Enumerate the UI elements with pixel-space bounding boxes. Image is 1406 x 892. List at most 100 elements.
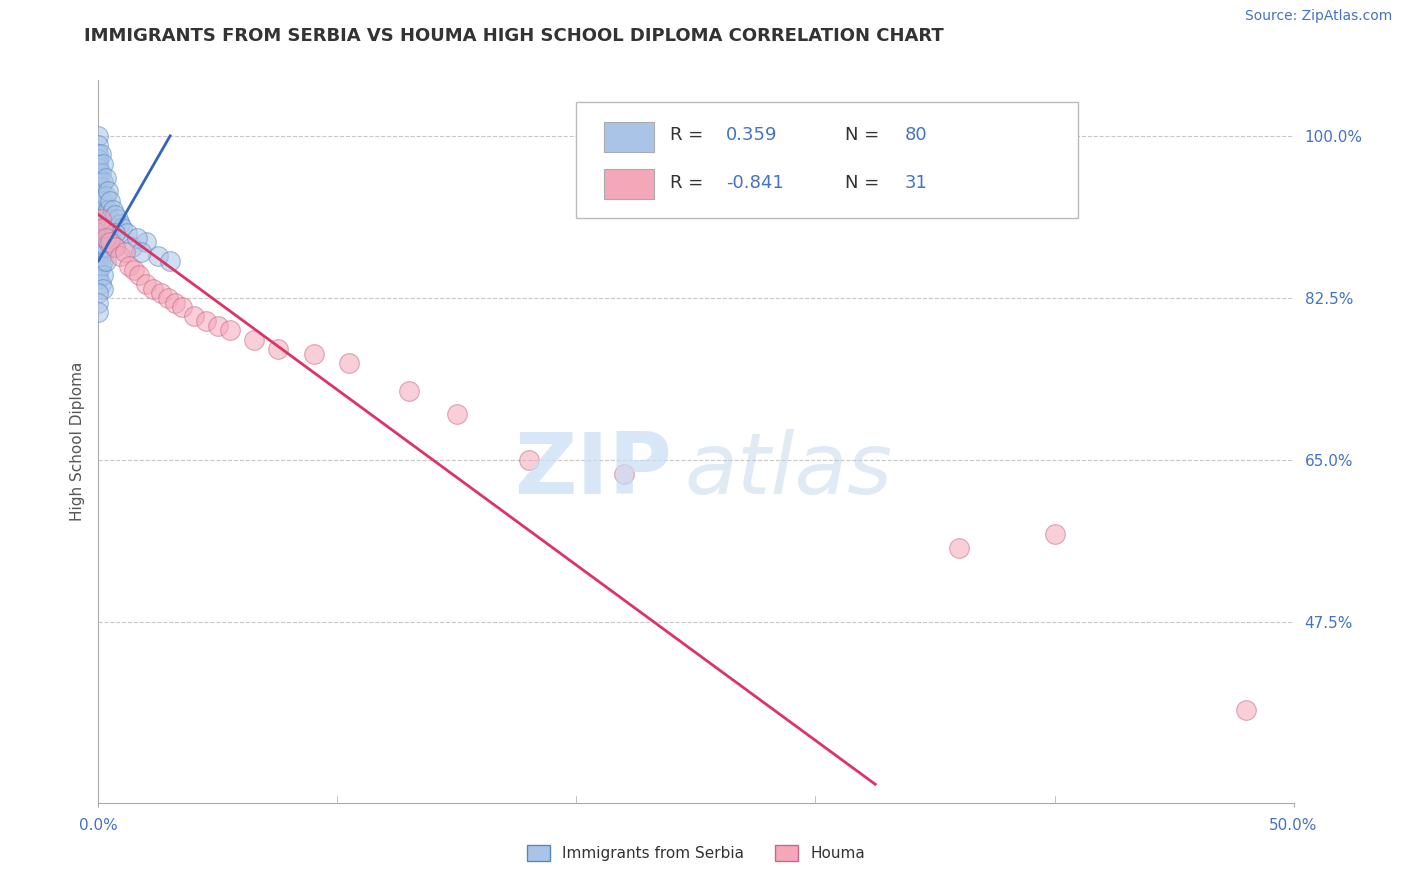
- Point: [94, 240, 117, 254]
- Point: [91, 282, 114, 296]
- Point: [135, 235, 157, 250]
- Point: [87, 231, 110, 245]
- Point: [87, 305, 110, 319]
- Point: [87, 166, 110, 180]
- Text: 31: 31: [905, 174, 928, 192]
- Point: [97, 185, 120, 199]
- Point: [948, 541, 970, 555]
- Point: [94, 221, 117, 235]
- Point: [107, 212, 129, 227]
- Point: [87, 212, 110, 227]
- Point: [87, 152, 110, 166]
- Point: [87, 147, 110, 161]
- Point: [91, 221, 114, 235]
- Point: [91, 175, 114, 189]
- Point: [108, 217, 131, 231]
- Point: [87, 185, 110, 199]
- Point: [90, 249, 112, 263]
- Point: [87, 156, 110, 170]
- Text: R =: R =: [669, 174, 709, 192]
- Point: [101, 221, 124, 235]
- Point: [87, 217, 110, 231]
- Text: -0.841: -0.841: [725, 174, 783, 192]
- Point: [90, 208, 112, 222]
- Point: [149, 286, 172, 301]
- Point: [94, 170, 117, 185]
- Legend: Immigrants from Serbia, Houma: Immigrants from Serbia, Houma: [522, 839, 870, 867]
- Point: [115, 226, 138, 240]
- Point: [87, 128, 110, 143]
- Point: [87, 198, 110, 212]
- Point: [87, 175, 110, 189]
- Text: ZIP: ZIP: [515, 429, 672, 512]
- Point: [104, 240, 127, 254]
- Point: [195, 314, 218, 328]
- Point: [94, 231, 117, 245]
- Text: IMMIGRANTS FROM SERBIA VS HOUMA HIGH SCHOOL DIPLOMA CORRELATION CHART: IMMIGRANTS FROM SERBIA VS HOUMA HIGH SCH…: [84, 27, 943, 45]
- Point: [87, 259, 110, 273]
- Point: [90, 179, 112, 194]
- Text: atlas: atlas: [685, 429, 891, 512]
- Point: [148, 249, 170, 263]
- Point: [91, 226, 114, 240]
- Point: [87, 240, 110, 254]
- Point: [91, 254, 114, 268]
- FancyBboxPatch shape: [576, 102, 1078, 218]
- Point: [87, 286, 110, 301]
- Point: [91, 212, 114, 227]
- Point: [87, 194, 110, 208]
- Point: [90, 277, 112, 291]
- Point: [90, 259, 112, 273]
- Point: [101, 202, 124, 217]
- Point: [87, 272, 110, 286]
- Point: [118, 259, 141, 273]
- Text: N =: N =: [845, 174, 886, 192]
- Point: [124, 263, 146, 277]
- Point: [398, 384, 420, 398]
- Point: [219, 323, 242, 337]
- Point: [142, 282, 165, 296]
- Point: [114, 244, 136, 259]
- Point: [125, 231, 148, 245]
- Point: [87, 138, 110, 153]
- Point: [87, 235, 110, 250]
- Point: [87, 263, 110, 277]
- Point: [104, 208, 127, 222]
- Point: [98, 231, 122, 245]
- Point: [111, 221, 134, 235]
- Point: [104, 226, 127, 240]
- Point: [97, 202, 120, 217]
- Point: [87, 189, 110, 203]
- Point: [121, 240, 143, 254]
- Text: 0.359: 0.359: [725, 127, 778, 145]
- Point: [159, 254, 181, 268]
- Point: [87, 221, 110, 235]
- Point: [446, 407, 468, 421]
- Text: N =: N =: [845, 127, 886, 145]
- Text: Source: ZipAtlas.com: Source: ZipAtlas.com: [1244, 9, 1392, 23]
- Point: [91, 156, 114, 170]
- Point: [87, 202, 110, 217]
- Point: [172, 300, 194, 314]
- Point: [87, 268, 110, 282]
- Point: [243, 333, 266, 347]
- FancyBboxPatch shape: [605, 121, 654, 152]
- Point: [91, 268, 114, 282]
- Point: [131, 244, 153, 259]
- Point: [90, 235, 112, 250]
- Point: [94, 208, 117, 222]
- Point: [90, 147, 112, 161]
- Point: [98, 235, 122, 250]
- Point: [128, 268, 150, 282]
- Point: [87, 254, 110, 268]
- Point: [339, 356, 361, 370]
- Point: [302, 346, 325, 360]
- Point: [91, 240, 114, 254]
- Point: [87, 179, 110, 194]
- Point: [104, 240, 127, 254]
- Point: [98, 212, 122, 227]
- Point: [87, 161, 110, 176]
- Text: R =: R =: [669, 127, 709, 145]
- Point: [156, 291, 179, 305]
- Point: [87, 249, 110, 263]
